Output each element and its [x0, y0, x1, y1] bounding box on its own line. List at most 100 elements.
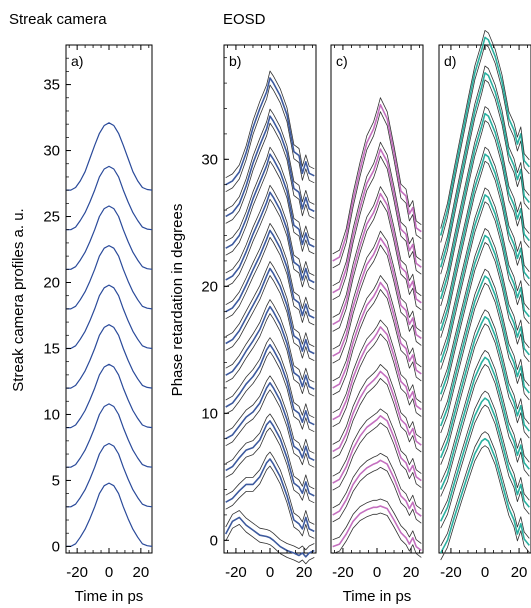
series-line [332, 111, 422, 269]
panel-a-label: a) [71, 53, 83, 69]
panel-c: c) -20 0 20 Time in ps [330, 44, 424, 605]
series-line [225, 458, 315, 533]
series-line [225, 84, 315, 193]
series-line [332, 319, 422, 414]
series-line [225, 275, 315, 361]
series-line [332, 466, 422, 524]
series-line [332, 192, 422, 326]
series-line [224, 516, 315, 558]
series-line [225, 313, 315, 397]
panel-d-plot [439, 29, 530, 561]
panel-b-label: b) [229, 53, 241, 69]
series-line [440, 268, 530, 420]
x-tick-label: 20 [403, 564, 420, 581]
series-line [225, 305, 315, 390]
series-line [225, 160, 315, 256]
y-tick-label: 0 [210, 532, 218, 549]
series-line [439, 36, 530, 236]
series-line [66, 284, 153, 350]
series-line [332, 97, 422, 255]
series-line [439, 356, 530, 490]
series-line [440, 44, 530, 243]
series-line [439, 194, 530, 363]
x-tick-label: 0 [105, 564, 113, 581]
series-line [439, 315, 530, 459]
series-line [225, 427, 315, 504]
series-line [332, 377, 422, 459]
panel-a-xticks: -20 0 20 [66, 45, 150, 581]
series-line [66, 165, 153, 231]
series-line [66, 122, 153, 191]
series-line [225, 337, 315, 419]
series-line [332, 459, 422, 517]
series-line [439, 397, 530, 522]
panel-d: d) -20 0 20 [438, 29, 531, 581]
panel-b-plot [224, 70, 315, 565]
series-line [66, 482, 153, 548]
series-line [66, 324, 153, 389]
series-line [440, 445, 530, 561]
x-tick-label: 20 [296, 564, 313, 581]
series-line [332, 200, 422, 332]
series-line [332, 281, 422, 389]
series-line [66, 205, 153, 270]
series-line [332, 408, 422, 477]
panel-bcd-xlabel: Time in ps [343, 588, 412, 605]
series-line [225, 108, 315, 210]
series-line [332, 422, 422, 491]
x-tick-label: 0 [266, 564, 274, 581]
series-line [440, 106, 530, 293]
series-line [332, 512, 422, 558]
series-line [225, 351, 315, 433]
series-line [440, 323, 530, 465]
header-eosd: EOSD [223, 11, 266, 28]
y-tick-label: 25 [43, 209, 60, 226]
series-line [225, 184, 315, 276]
series-line [332, 244, 422, 364]
series-line [332, 148, 422, 294]
series-line [440, 363, 530, 497]
series-line [225, 222, 315, 312]
series-line [440, 404, 530, 529]
series-line [332, 186, 422, 318]
series-line [225, 389, 315, 468]
y-tick-label: 20 [43, 275, 60, 292]
y-tick-label: 30 [201, 151, 218, 168]
series-line [440, 65, 530, 261]
series-line [332, 505, 422, 552]
y-tick-label: 30 [43, 143, 60, 160]
series-line [225, 77, 315, 186]
series-line [225, 465, 315, 539]
panel-a-ylabel: Streak camera profiles a. u. [10, 208, 27, 391]
panel-c-plot [332, 97, 422, 558]
series-line [225, 146, 315, 242]
series-line [439, 153, 530, 332]
series-line [440, 349, 530, 483]
series-line [440, 431, 530, 547]
series-line [225, 115, 315, 218]
series-line [440, 29, 530, 229]
series-line [332, 230, 422, 350]
y-tick-label: 5 [52, 472, 60, 489]
header-streak-camera: Streak camera [9, 11, 107, 28]
series-line [225, 524, 315, 565]
panel-a-plot [66, 122, 153, 548]
series-line [225, 299, 315, 383]
series-line [440, 309, 530, 451]
y-tick-label: 20 [201, 278, 218, 295]
series-line [440, 120, 530, 307]
series-line [440, 146, 530, 324]
series-line [225, 122, 315, 224]
series-line [225, 413, 315, 490]
panel-a-frame [65, 44, 153, 554]
series-line [439, 72, 530, 268]
series-line [66, 403, 153, 468]
series-line [225, 229, 315, 319]
panel-b-ylabel: Phase retardation in degrees [169, 204, 186, 397]
series-line [332, 326, 422, 421]
series-line [332, 155, 422, 300]
series-line [332, 452, 422, 510]
series-line [439, 275, 530, 427]
series-line [440, 79, 530, 275]
